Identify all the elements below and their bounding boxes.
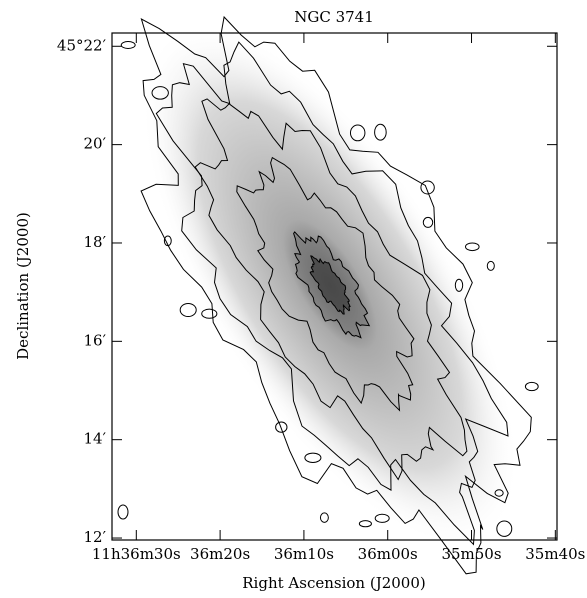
y-tick-label: 12′ bbox=[84, 528, 107, 546]
x-tick-label: 35m50s bbox=[441, 545, 501, 563]
contour-island bbox=[465, 242, 480, 252]
beam bbox=[117, 504, 129, 520]
contour-island bbox=[179, 302, 197, 318]
contour-island bbox=[524, 381, 539, 392]
contour-island bbox=[349, 124, 366, 142]
contour-island bbox=[420, 180, 435, 195]
contour-island bbox=[201, 308, 218, 319]
x-tick-label: 36m10s bbox=[274, 545, 334, 563]
contour bbox=[194, 98, 468, 481]
contour-island bbox=[319, 512, 329, 523]
contour-island bbox=[151, 86, 169, 100]
contour-island bbox=[374, 513, 390, 523]
contour-island bbox=[163, 235, 172, 247]
contour-island bbox=[422, 216, 434, 228]
contour-island bbox=[275, 421, 288, 433]
y-tick-label: 18′ bbox=[84, 233, 107, 251]
contour-island bbox=[486, 260, 495, 271]
contour-island bbox=[496, 520, 513, 537]
contour bbox=[236, 156, 415, 412]
x-tick-label: 36m00s bbox=[358, 545, 418, 563]
contour-island bbox=[494, 489, 504, 497]
contour-island bbox=[358, 520, 372, 528]
contour bbox=[309, 255, 351, 315]
x-tick-label: 36m20s bbox=[190, 545, 250, 563]
chart-title: NGC 3741 bbox=[294, 8, 374, 26]
y-tick-label: 14′ bbox=[84, 430, 107, 448]
y-tick-label: 45°22′ bbox=[57, 36, 107, 54]
contour bbox=[155, 41, 509, 546]
contour-island bbox=[454, 278, 464, 292]
plot-frame bbox=[111, 32, 558, 541]
contour-island bbox=[120, 40, 136, 50]
y-tick-label: 20′ bbox=[84, 135, 107, 153]
contour bbox=[140, 15, 532, 575]
contour-island bbox=[374, 123, 387, 141]
y-tick-label: 16′ bbox=[84, 331, 107, 349]
contour-island bbox=[304, 452, 322, 463]
y-axis-label: Declination (J2000) bbox=[14, 212, 32, 360]
x-tick-label: 35m40s bbox=[525, 545, 585, 563]
x-axis-label: Right Ascension (J2000) bbox=[242, 574, 425, 592]
x-tick-label: 11h36m30s bbox=[92, 545, 181, 563]
galaxy-image bbox=[120, 15, 539, 575]
